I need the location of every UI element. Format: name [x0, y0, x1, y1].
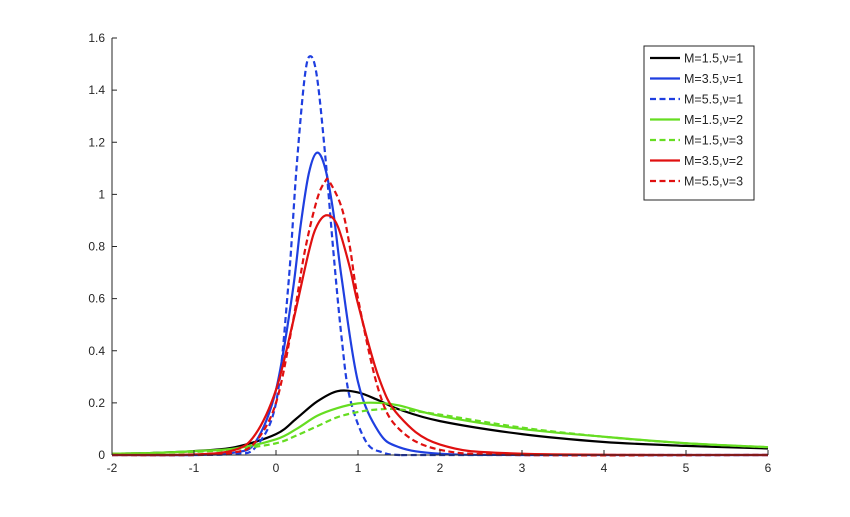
y-tick-label: 1: [98, 187, 105, 201]
legend-label-3: M=5.5,ν=1: [684, 93, 743, 107]
legend-label-5: M=1.5,ν=3: [684, 134, 743, 148]
x-tick-label: -2: [107, 461, 118, 475]
x-tick-label: 3: [519, 461, 526, 475]
legend-label-7: M=5.5,ν=3: [684, 175, 743, 189]
y-tick-label: 0: [98, 448, 105, 462]
series-line-7: [111, 177, 769, 457]
x-tick-label: 6: [765, 461, 772, 475]
y-tick-label: 1.6: [88, 31, 105, 45]
x-tick-label: 2: [437, 461, 444, 475]
y-tick-label: 1.4: [88, 83, 105, 97]
legend-label-6: M=3.5,ν=2: [684, 154, 743, 168]
ticks-layer: -2 -1 0 1 2 3 4 5 6 0 0.2 0.4 0.6 0.8 1 1.2 1.4 1.6: [88, 31, 771, 475]
legend-label-2: M=3.5,ν=1: [684, 72, 743, 86]
x-tick-label: 5: [683, 461, 690, 475]
y-tick-label: 0.2: [88, 396, 105, 410]
series-line-5: [111, 407, 769, 455]
series-line-6: [111, 214, 769, 457]
x-tick-label: 0: [273, 461, 280, 475]
legend-label-4: M=1.5,ν=2: [684, 113, 743, 127]
legend: M=1.5,ν=1 M=3.5,ν=1 M=5.5,ν=1 M=1.5,ν=2 M=1.…: [643, 45, 755, 201]
legend-box: [643, 45, 755, 201]
y-tick-label: 0.4: [88, 344, 105, 358]
x-tick-label: 1: [355, 461, 362, 475]
y-tick-label: 1.2: [88, 135, 105, 149]
y-tick-label: 0.8: [88, 240, 105, 254]
series-layer: [111, 55, 769, 457]
x-tick-label: -1: [189, 461, 200, 475]
x-tick-label: 4: [601, 461, 608, 475]
legend-label-1: M=1.5,ν=1: [684, 52, 743, 66]
y-tick-label: 0.6: [88, 292, 105, 306]
